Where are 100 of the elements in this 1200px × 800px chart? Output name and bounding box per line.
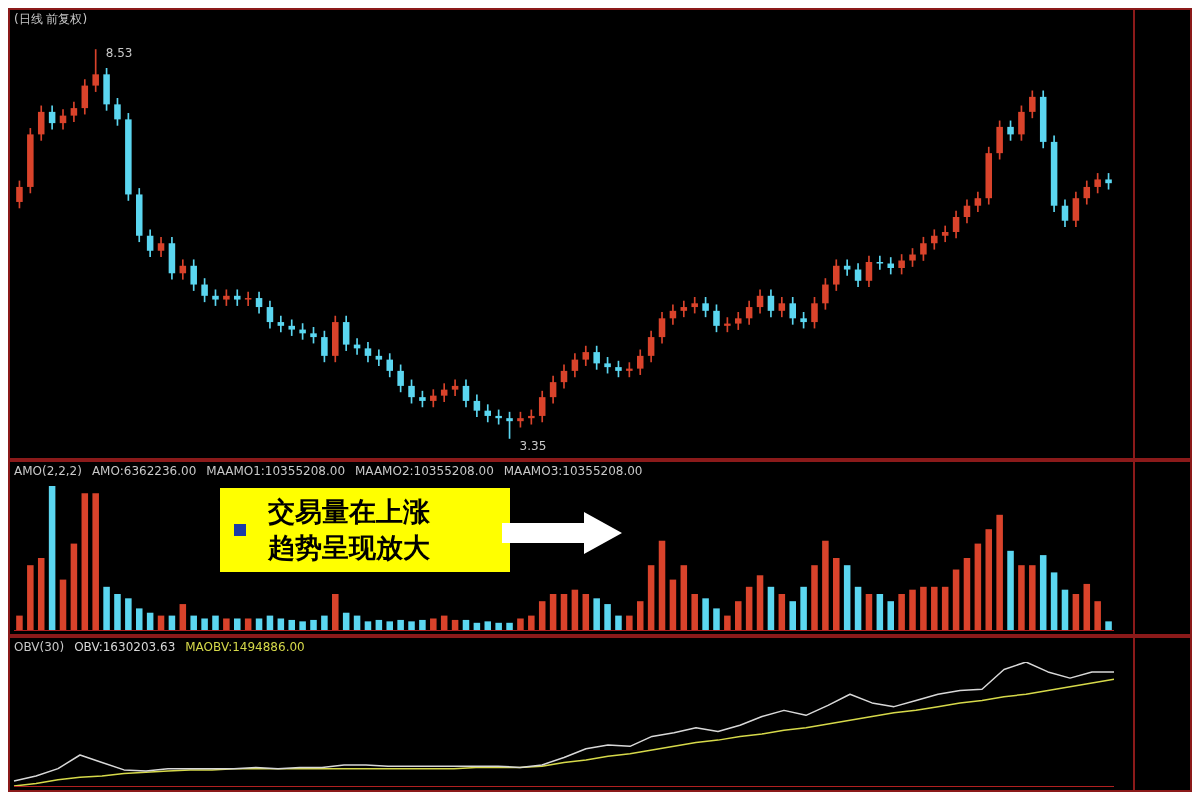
bar	[146, 612, 154, 630]
bar	[800, 586, 807, 630]
bar	[125, 598, 132, 630]
text: MAAMO3:10355208.00	[503, 464, 643, 479]
bar	[386, 621, 394, 630]
bar	[59, 579, 67, 630]
annotation: 交易量在上涨趋势呈现放大	[268, 495, 431, 565]
bar	[669, 579, 677, 630]
bar	[1105, 621, 1112, 630]
bar	[767, 586, 775, 630]
chart-title: (日线 前复权)	[14, 12, 88, 27]
bar	[560, 594, 568, 630]
bar	[1072, 594, 1080, 630]
bar	[680, 565, 688, 630]
bar	[549, 594, 557, 630]
bar	[822, 540, 829, 630]
bar	[1094, 601, 1101, 630]
bar	[843, 565, 851, 630]
bar	[1061, 589, 1069, 630]
bar	[1007, 550, 1014, 630]
text: AMO(2,2,2)	[14, 464, 82, 479]
bar	[898, 594, 905, 630]
bar	[179, 604, 187, 630]
bar	[811, 565, 818, 630]
bar	[952, 569, 960, 630]
bar	[941, 586, 949, 630]
bar	[963, 558, 971, 630]
text: MAOBV:1494886.00	[185, 640, 305, 655]
bar	[1029, 565, 1036, 630]
bar	[484, 621, 492, 630]
bar	[1018, 565, 1025, 630]
bar	[255, 618, 263, 630]
bar	[996, 514, 1003, 630]
bar	[538, 601, 546, 630]
bar	[430, 618, 437, 630]
bar	[223, 618, 230, 630]
bar	[342, 612, 350, 630]
bar	[745, 586, 753, 630]
bar	[408, 621, 415, 630]
text: MAAMO1:10355208.00	[206, 464, 346, 479]
text: OBV:1630203.63	[74, 640, 176, 655]
bar	[277, 618, 285, 630]
bar	[375, 619, 383, 630]
bar	[615, 615, 622, 630]
bar	[909, 589, 916, 630]
bar	[114, 594, 121, 630]
bar	[658, 540, 666, 630]
bar	[321, 615, 328, 630]
bar	[626, 615, 633, 630]
bar	[920, 586, 927, 630]
bar	[81, 493, 89, 630]
bar	[985, 529, 993, 630]
bar	[636, 601, 644, 630]
bar	[724, 615, 731, 630]
bar	[517, 618, 524, 630]
bar	[691, 594, 698, 630]
bar	[756, 575, 764, 630]
annotation: 8.53	[105, 45, 133, 60]
bar	[288, 619, 295, 630]
bar	[419, 619, 426, 630]
annotation: 3.35	[519, 438, 547, 453]
bar	[48, 486, 56, 630]
bar	[931, 586, 938, 630]
bar	[887, 601, 894, 630]
bar	[397, 619, 404, 630]
bar	[451, 619, 459, 630]
text: MAAMO2:10355208.00	[355, 464, 494, 479]
bar	[528, 615, 535, 630]
bar	[604, 604, 611, 630]
bar	[833, 558, 840, 630]
bar	[462, 619, 470, 630]
bar	[299, 621, 306, 630]
bar	[647, 565, 655, 630]
bar	[16, 615, 23, 630]
bar	[70, 543, 78, 630]
bar	[865, 594, 873, 630]
bar	[135, 608, 143, 630]
bar	[103, 586, 110, 630]
bar	[1083, 583, 1091, 630]
bar	[495, 622, 502, 630]
bar	[201, 618, 208, 630]
bar	[364, 621, 372, 630]
bar	[734, 601, 742, 630]
bar	[310, 619, 317, 630]
text: AMO:6362236.00	[91, 464, 197, 479]
bar	[234, 618, 241, 630]
bar	[974, 543, 982, 630]
bar	[854, 586, 862, 630]
bar	[713, 608, 720, 630]
bar	[27, 565, 34, 630]
bar	[571, 589, 579, 630]
bar	[37, 558, 45, 630]
text: OBV(30)	[14, 640, 65, 655]
bar	[702, 598, 709, 630]
bar	[506, 622, 513, 630]
bar	[1050, 572, 1058, 630]
bar	[92, 493, 99, 630]
bar	[332, 594, 339, 630]
bar	[582, 594, 590, 630]
bar	[1039, 555, 1047, 630]
